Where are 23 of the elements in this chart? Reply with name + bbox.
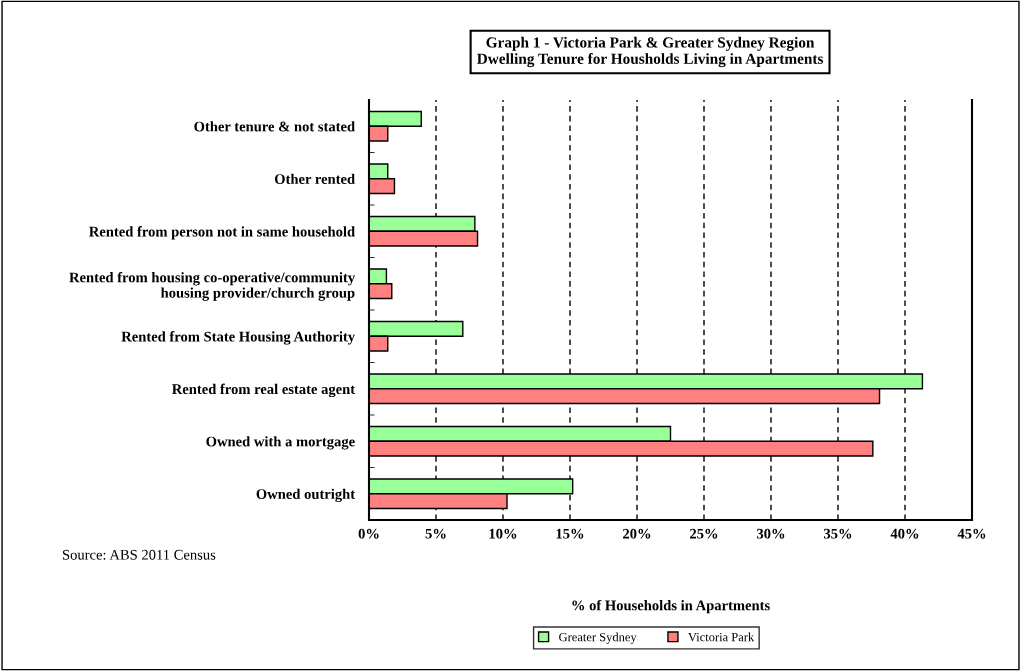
legend-label: Greater Sydney: [559, 632, 637, 644]
x-tick-label: 10%: [489, 528, 517, 539]
x-axis-title: % of Households in Apartments: [572, 599, 770, 614]
x-tick-label: 45%: [957, 528, 986, 539]
x-tick-label: 5%: [425, 528, 446, 539]
legend-label: Victoria Park: [688, 632, 755, 642]
y-tick-label: Rented from State Housing Authority: [121, 331, 355, 345]
source-note: Source: ABS 2011 Census: [62, 549, 216, 560]
x-tick-label: 25%: [690, 528, 718, 539]
y-tick-label: Owned outright: [256, 488, 356, 503]
y-tick-label: Other tenure & not stated: [194, 121, 355, 132]
y-tick-label: Rented from real estate agent: [172, 383, 356, 398]
x-tick-label: 35%: [823, 528, 852, 539]
chart-title: Graph 1 - Victoria Park & Greater Sydney Region Dwelling Tenure for Housholds Living in Apartments: [477, 36, 824, 68]
x-tick-label: 40%: [890, 528, 919, 539]
y-tick-label: Owned with a mortgage: [206, 436, 355, 450]
x-tick-label: 20%: [623, 528, 651, 539]
x-tick-label: 15%: [556, 528, 584, 539]
x-tick-label: 0%: [358, 528, 379, 539]
y-tick-label: Rented from housing co-operative/community housing provider/church group: [69, 271, 355, 301]
y-tick-label: Other rented: [274, 173, 355, 184]
x-tick-label: 30%: [756, 528, 785, 539]
y-tick-label: Rented from person not in same household: [89, 226, 355, 240]
